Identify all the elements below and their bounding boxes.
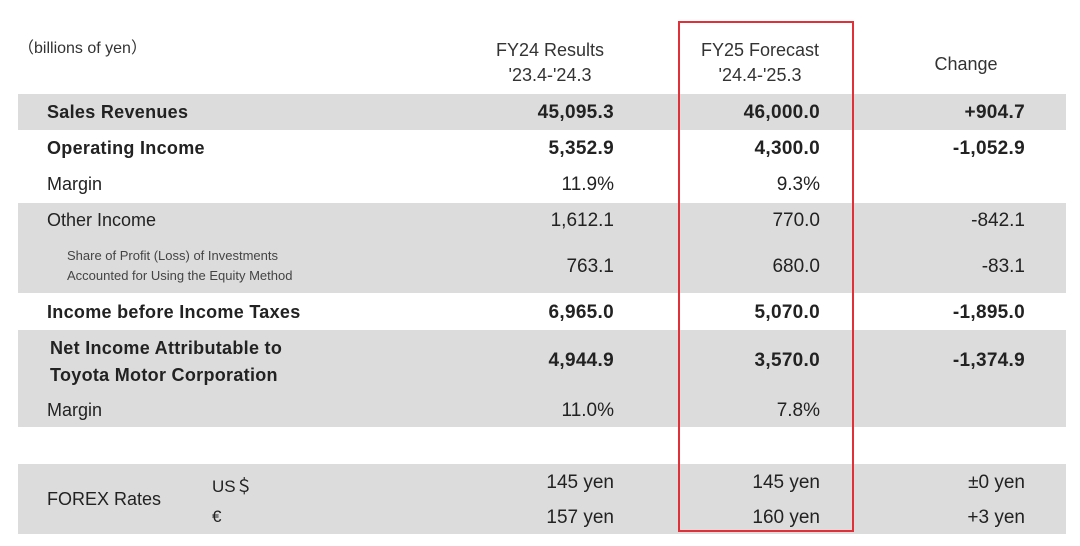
sales-change: +904.7 bbox=[964, 102, 1025, 123]
operating-change: -1,052.9 bbox=[952, 138, 1025, 159]
equity-change: -83.1 bbox=[981, 256, 1025, 277]
pretax-fy24: 6,965.0 bbox=[548, 302, 614, 323]
net-income-label-line2: Toyota Motor Corporation bbox=[50, 365, 278, 385]
net-margin-fy24: 11.0% bbox=[561, 400, 614, 421]
band-forex bbox=[18, 464, 1066, 534]
other-income-change: -842.1 bbox=[971, 210, 1025, 231]
equity-label-line2: Accounted for Using the Equity Method bbox=[67, 268, 293, 283]
other-income-fy24: 1,612.1 bbox=[550, 210, 614, 231]
op-margin-fy24: 11.9% bbox=[561, 174, 614, 195]
forex-eur-change: +3 yen bbox=[967, 507, 1025, 528]
equity-label-line1: Share of Profit (Loss) of Investments bbox=[67, 248, 278, 263]
header-change-title: Change bbox=[934, 54, 998, 74]
operating-fy24: 5,352.9 bbox=[548, 138, 614, 159]
operating-fy25: 4,300.0 bbox=[754, 138, 820, 159]
unit-note: （billions of yen） bbox=[18, 40, 147, 57]
other-income-label: Other Income bbox=[47, 210, 157, 230]
equity-label: Share of Profit (Loss) of Investments Ac… bbox=[67, 246, 292, 286]
fy25-highlight-box bbox=[678, 21, 854, 532]
pretax-fy25: 5,070.0 bbox=[754, 302, 820, 323]
forex-usd-label: US＄ bbox=[212, 477, 253, 496]
pretax-label: Income before Income Taxes bbox=[47, 302, 301, 322]
op-margin-label: Margin bbox=[47, 174, 103, 194]
operating-label: Operating Income bbox=[47, 138, 205, 158]
band-sales bbox=[18, 94, 1066, 130]
pretax-change: -1,895.0 bbox=[952, 302, 1025, 323]
net-income-fy25: 3,570.0 bbox=[754, 350, 820, 371]
equity-fy24: 763.1 bbox=[566, 256, 614, 277]
net-income-change: -1,374.9 bbox=[952, 350, 1025, 371]
header-fy25: FY25 Forecast '24.4-'25.3 bbox=[680, 38, 840, 88]
band-other-income bbox=[18, 203, 1066, 293]
op-margin-fy25: 9.3% bbox=[776, 174, 820, 195]
forex-usd-fy25: 145 yen bbox=[752, 472, 820, 493]
sales-fy24: 45,095.3 bbox=[537, 102, 614, 123]
net-income-label-line1: Net Income Attributable to bbox=[50, 338, 283, 358]
net-income-fy24: 4,944.9 bbox=[548, 350, 614, 371]
forex-eur-fy25: 160 yen bbox=[752, 507, 820, 528]
header-change: Change bbox=[886, 52, 1046, 77]
forex-eur-fy24: 157 yen bbox=[546, 507, 614, 528]
band-net-income bbox=[18, 330, 1066, 427]
sales-fy25: 46,000.0 bbox=[743, 102, 820, 123]
header-fy25-title: FY25 Forecast bbox=[700, 40, 820, 60]
net-margin-label: Margin bbox=[47, 400, 103, 420]
forex-eur-label: € bbox=[212, 507, 222, 526]
net-income-label: Net Income Attributable to Toyota Motor … bbox=[50, 335, 282, 389]
forex-usd-fy24: 145 yen bbox=[546, 472, 614, 493]
header-fy24: FY24 Results '23.4-'24.3 bbox=[470, 38, 630, 88]
forex-usd-change: ±0 yen bbox=[968, 472, 1025, 493]
net-margin-fy25: 7.8% bbox=[776, 400, 820, 421]
other-income-fy25: 770.0 bbox=[772, 210, 820, 231]
header-fy25-period: '24.4-'25.3 bbox=[718, 65, 802, 85]
sales-label: Sales Revenues bbox=[47, 102, 189, 122]
forex-label: FOREX Rates bbox=[47, 489, 162, 509]
equity-fy25: 680.0 bbox=[772, 256, 820, 277]
header-fy24-period: '23.4-'24.3 bbox=[508, 65, 592, 85]
header-fy24-title: FY24 Results bbox=[495, 40, 605, 60]
